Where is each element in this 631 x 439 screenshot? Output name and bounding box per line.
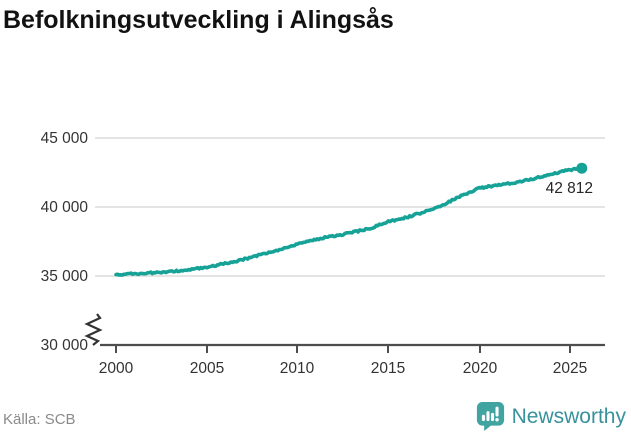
- axis-break-icon: [84, 313, 103, 346]
- x-tick-2010: 2010: [280, 360, 315, 377]
- newsworthy-logo[interactable]: Newsworthy: [476, 400, 626, 434]
- end-value-label: 42 812: [546, 180, 593, 197]
- y-tick-40000: 40 000: [41, 199, 89, 216]
- population-line-chart: 45 000 40 000 35 000 30 000 2000 2005 20…: [41, 130, 605, 377]
- gridlines: [95, 137, 605, 277]
- y-tick-35000: 35 000: [41, 268, 89, 285]
- source-label: Källa: SCB: [3, 411, 76, 428]
- newsworthy-wordmark: Newsworthy: [511, 405, 626, 428]
- x-tick-2005: 2005: [190, 360, 224, 377]
- newsworthy-icon: [476, 402, 504, 432]
- x-tick-2000: 2000: [99, 360, 134, 377]
- chart-title: Befolkningsutveckling i Alingsås: [3, 6, 394, 34]
- x-tick-2020: 2020: [463, 360, 498, 377]
- population-line: [114, 166, 584, 277]
- y-tick-30000: 30 000: [41, 337, 89, 354]
- x-tick-2025: 2025: [553, 360, 587, 377]
- end-point-marker: [576, 162, 588, 174]
- x-tick-2015: 2015: [371, 360, 405, 377]
- y-tick-45000: 45 000: [41, 130, 89, 147]
- x-axis-ticks: [115, 345, 571, 353]
